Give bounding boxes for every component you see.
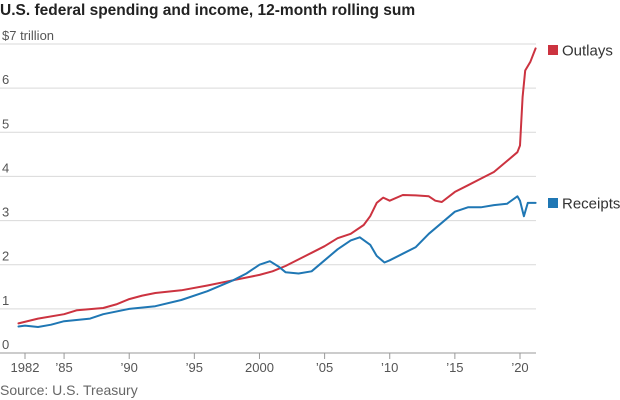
x-tick-label: 2000 — [245, 360, 274, 375]
y-tick-label: 5 — [2, 116, 9, 131]
x-tick-label: ’95 — [186, 360, 203, 375]
chart-title: U.S. federal spending and income, 12-mon… — [0, 2, 416, 19]
legend: Outlays Receipts — [548, 43, 620, 213]
series-lines — [17, 47, 537, 328]
legend-swatch-receipts — [548, 198, 558, 208]
legend-swatch-outlays — [548, 45, 558, 55]
legend-label-outlays: Outlays — [562, 43, 613, 60]
x-tick-label: ’85 — [55, 360, 72, 375]
y-tick-label: 2 — [2, 249, 9, 264]
y-tick-label: 4 — [2, 160, 9, 175]
x-tick-label: 1982 — [11, 360, 40, 375]
y-tick-label: 3 — [2, 205, 9, 220]
series-line-outlays — [17, 47, 537, 325]
x-tick-label: ’20 — [511, 360, 528, 375]
x-tick-label: ’15 — [446, 360, 463, 375]
x-tick-label: ’10 — [381, 360, 398, 375]
series-line-receipts — [17, 195, 537, 328]
x-axis-ticks: 1982 ’85 ’90 ’95 2000 ’05 ’10 ’15 ’20 — [11, 353, 529, 375]
gridlines — [0, 43, 536, 354]
y-tick-label: 0 — [2, 337, 9, 352]
y-tick-label: 6 — [2, 72, 9, 87]
x-tick-label: ’90 — [121, 360, 138, 375]
y-tick-label: $7 trillion — [2, 28, 54, 43]
y-tick-label: 1 — [2, 293, 9, 308]
y-axis-ticks: 0 1 2 3 4 5 6 $7 trillion — [2, 28, 54, 352]
legend-label-receipts: Receipts — [562, 196, 620, 213]
x-tick-label: ’05 — [316, 360, 333, 375]
chart-source: Source: U.S. Treasury — [0, 382, 138, 398]
